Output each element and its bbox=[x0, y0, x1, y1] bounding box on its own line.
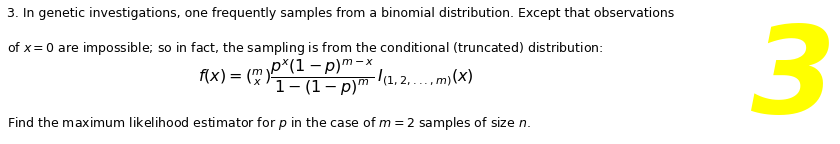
Text: Find the maximum likelihood estimator for $p$ in the case of $m = 2$ samples of : Find the maximum likelihood estimator fo… bbox=[7, 115, 531, 132]
Text: of $x = 0$ are impossible; so in fact, the sampling is from the conditional (tru: of $x = 0$ are impossible; so in fact, t… bbox=[7, 40, 603, 57]
Text: 3. In genetic investigations, one frequently samples from a binomial distributio: 3. In genetic investigations, one freque… bbox=[7, 7, 674, 20]
Text: $f(x) = \binom{m}{x}\dfrac{p^{x}(1-p)^{m-x}}{1-(1-p)^{m}}\,I_{(1,2,...,m)}(x)$: $f(x) = \binom{m}{x}\dfrac{p^{x}(1-p)^{m… bbox=[198, 58, 474, 98]
Text: 3: 3 bbox=[751, 21, 836, 138]
